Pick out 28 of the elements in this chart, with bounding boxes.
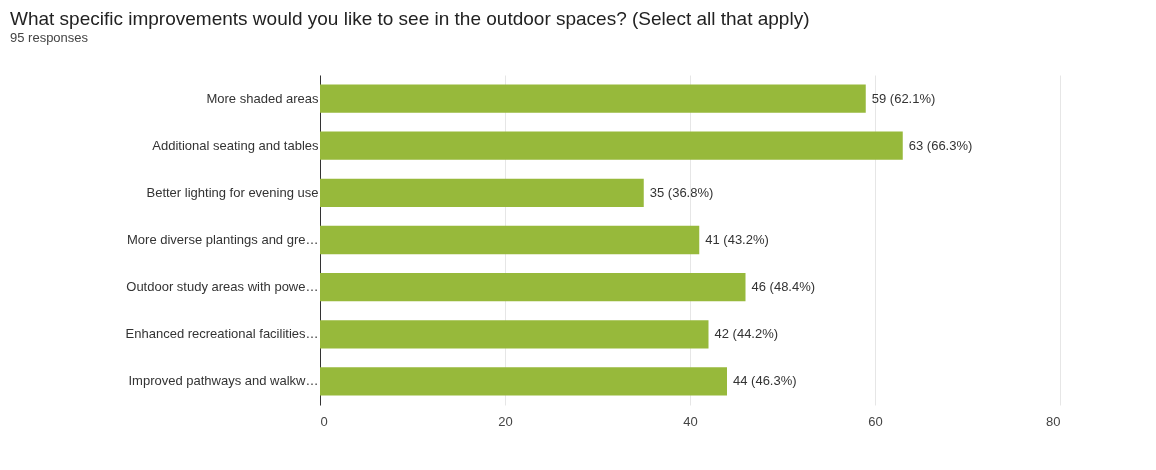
bar <box>320 178 644 207</box>
y-tick-label: Additional seating and tables <box>152 137 319 153</box>
data-label: 44 (46.3%) <box>733 373 797 389</box>
bar <box>320 367 727 396</box>
y-tick-label: More shaded areas <box>206 90 319 106</box>
data-label: 41 (43.2%) <box>705 232 769 247</box>
bar <box>320 273 746 302</box>
bar <box>320 131 903 160</box>
y-tick-label: Outdoor study areas with powe… <box>126 279 319 295</box>
y-tick-label: Enhanced recreational facilities… <box>125 326 319 342</box>
x-tick-label: 0 <box>320 413 328 429</box>
x-tick-label: 40 <box>683 413 698 429</box>
x-tick-label: 60 <box>868 413 883 429</box>
bar <box>320 225 700 255</box>
bar <box>320 84 866 113</box>
x-tick-label: 20 <box>498 413 513 429</box>
data-label: 46 (48.4%) <box>751 279 816 295</box>
data-label: 35 (36.8%) <box>649 184 714 200</box>
data-label: 42 (44.2%) <box>714 326 779 342</box>
bar <box>320 320 709 349</box>
y-tick-label: More diverse plantings and gre… <box>127 232 319 247</box>
y-tick-label: Improved pathways and walkw… <box>128 373 319 389</box>
chart-title: What specific improvements would you like to see in the outdoor spaces? (Select all that apply) <box>10 8 810 29</box>
data-label: 63 (66.3%) <box>908 137 973 153</box>
y-tick-label: Better lighting for evening use <box>146 184 319 200</box>
x-tick-label: 80 <box>1046 413 1061 429</box>
text: 95 responses <box>10 30 89 45</box>
data-label: 59 (62.1%) <box>871 90 936 106</box>
